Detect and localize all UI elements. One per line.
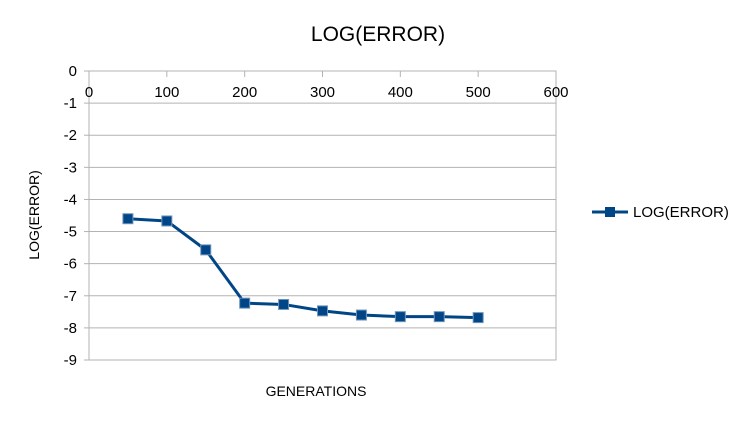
data-point	[394, 311, 406, 323]
x-axis: 0 100 200 300 400 500 600	[85, 71, 569, 101]
plot-area-border	[88, 70, 557, 361]
x-tick-label: 400	[388, 84, 413, 101]
data-point	[472, 312, 484, 324]
x-tick-label: 0	[85, 84, 93, 101]
gridlines	[89, 70, 556, 361]
data-point	[161, 215, 173, 227]
x-tick-label: 100	[154, 84, 179, 101]
x-tick-label: 500	[466, 84, 491, 101]
x-axis-title: GENERATIONS	[266, 383, 367, 399]
legend: LOG(ERROR)	[592, 204, 729, 221]
data-point	[433, 311, 445, 323]
data-point	[317, 305, 328, 317]
data-point	[122, 213, 134, 225]
legend-label: LOG(ERROR)	[633, 204, 729, 221]
y-tick-label: -3	[64, 159, 77, 176]
series-group	[122, 213, 484, 324]
y-tick-label: -6	[64, 256, 77, 273]
series-line	[127, 217, 479, 320]
y-tick-label: 0	[69, 63, 77, 80]
y-tick-label: -5	[64, 224, 77, 241]
chart-title: LOG(ERROR)	[311, 23, 445, 46]
x-tick-label: 300	[310, 84, 335, 101]
x-tick-label: 600	[543, 84, 568, 101]
y-axis: 0 -1 -2 -3 -4 -5 -6 -7 -8 -9	[64, 63, 89, 369]
data-point	[200, 244, 212, 256]
data-point	[278, 298, 290, 310]
y-tick-label: -7	[64, 288, 77, 305]
legend-marker	[605, 207, 615, 217]
y-tick-label: -2	[64, 127, 77, 144]
data-point	[239, 297, 251, 309]
y-axis-title: LOG(ERROR)	[26, 170, 42, 259]
y-tick-label: -9	[64, 352, 77, 369]
y-tick-label: -8	[64, 320, 77, 337]
y-tick-label: -1	[64, 95, 77, 112]
data-point	[355, 309, 367, 321]
x-tick-label: 200	[232, 84, 257, 101]
y-tick-label: -4	[64, 191, 77, 208]
